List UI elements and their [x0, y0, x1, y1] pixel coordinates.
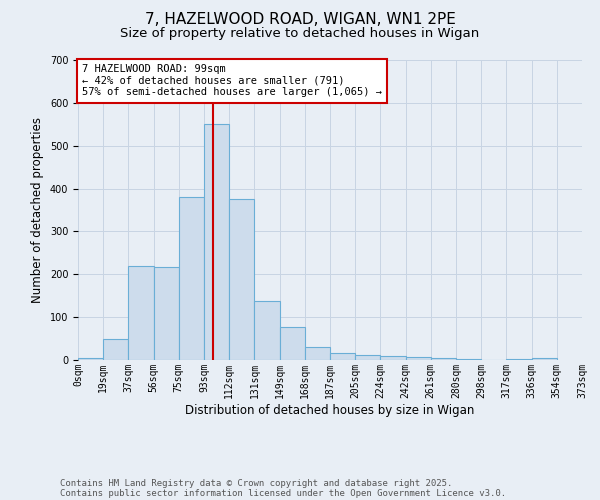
Bar — [204, 124, 229, 360]
Bar — [254, 301, 280, 360]
Bar — [456, 358, 481, 360]
Y-axis label: Number of detached properties: Number of detached properties — [31, 117, 44, 303]
Text: 7, HAZELWOOD ROAD, WIGAN, WN1 2PE: 7, HAZELWOOD ROAD, WIGAN, WN1 2PE — [145, 12, 455, 28]
Bar — [506, 358, 532, 360]
Text: 7 HAZELWOOD ROAD: 99sqm
← 42% of detached houses are smaller (791)
57% of semi-d: 7 HAZELWOOD ROAD: 99sqm ← 42% of detache… — [82, 64, 382, 98]
Bar — [406, 356, 431, 360]
Bar — [355, 355, 380, 360]
Bar — [78, 358, 103, 360]
X-axis label: Distribution of detached houses by size in Wigan: Distribution of detached houses by size … — [185, 404, 475, 416]
Text: Size of property relative to detached houses in Wigan: Size of property relative to detached ho… — [121, 28, 479, 40]
Bar — [431, 358, 456, 360]
Bar — [305, 347, 330, 360]
Bar — [103, 338, 128, 360]
Text: Contains HM Land Registry data © Crown copyright and database right 2025.: Contains HM Land Registry data © Crown c… — [60, 478, 452, 488]
Bar — [280, 326, 305, 360]
Bar — [330, 353, 355, 360]
Text: Contains public sector information licensed under the Open Government Licence v3: Contains public sector information licen… — [60, 488, 506, 498]
Bar — [179, 197, 204, 360]
Bar — [380, 356, 406, 360]
Bar — [154, 266, 179, 360]
Bar — [229, 200, 254, 360]
Bar — [532, 358, 557, 360]
Bar — [128, 266, 154, 360]
